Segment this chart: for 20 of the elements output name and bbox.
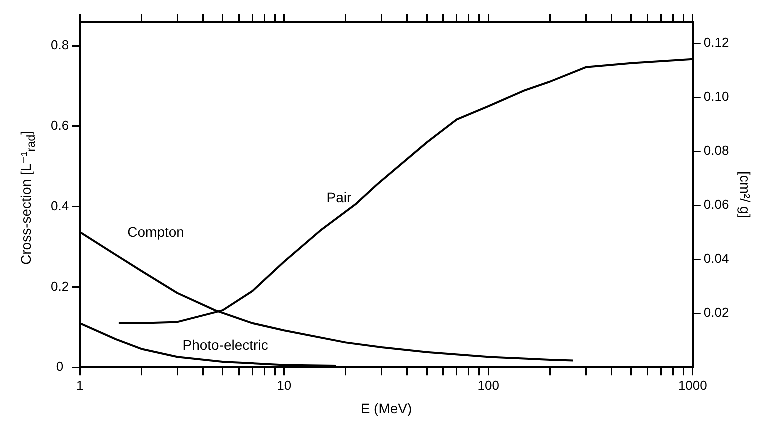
y2-tick-label: 0.12 xyxy=(704,35,730,50)
series-label: Photo-electric xyxy=(182,337,268,354)
x-tick-label: 1 xyxy=(76,378,84,393)
series-label: Pair xyxy=(326,190,352,206)
y2-tick-label: 0.04 xyxy=(704,251,730,266)
series-label: Compton xyxy=(128,224,184,240)
y2-tick-label: 0.10 xyxy=(704,89,730,104)
y-tick-label: 0.4 xyxy=(50,198,70,214)
x-axis-title: E (MeV) xyxy=(360,400,412,416)
x-tick-label: 100 xyxy=(478,378,500,393)
y2-tick-label: 0.06 xyxy=(704,197,730,212)
y-tick-label: 0.2 xyxy=(50,278,70,294)
y-tick-label: 0.6 xyxy=(50,118,70,134)
y-tick-label: 0.8 xyxy=(50,38,70,53)
x-tick-label: 10 xyxy=(277,378,292,393)
y2-axis-title: [cm²/ g] xyxy=(738,171,754,218)
y-tick-label: 0 xyxy=(56,359,64,374)
y2-tick-label: 0.02 xyxy=(704,305,730,320)
x-tick-label: 1000 xyxy=(678,378,708,393)
y2-tick-label: 0.08 xyxy=(704,143,730,158)
